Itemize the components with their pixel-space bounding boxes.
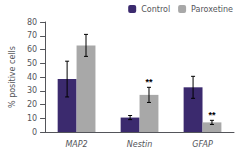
svg-text:Control: Control <box>141 5 170 14</box>
svg-text:80: 80 <box>27 18 37 27</box>
svg-text:GFAP: GFAP <box>192 140 213 149</box>
svg-text:Paroxetine: Paroxetine <box>191 5 233 14</box>
svg-text:10: 10 <box>27 114 37 123</box>
svg-text:70: 70 <box>27 31 37 40</box>
svg-text:Nestin: Nestin <box>127 140 153 149</box>
svg-text:40: 40 <box>27 73 37 82</box>
svg-text:60: 60 <box>27 45 37 54</box>
svg-text:30: 30 <box>27 86 37 95</box>
svg-text:20: 20 <box>27 100 37 109</box>
svg-text:0: 0 <box>32 128 37 137</box>
svg-text:**: ** <box>145 77 153 87</box>
svg-text:**: ** <box>208 110 216 120</box>
svg-text:% positive cells: % positive cells <box>8 46 17 108</box>
svg-text:MAP2: MAP2 <box>65 140 87 149</box>
svg-text:50: 50 <box>27 59 37 68</box>
